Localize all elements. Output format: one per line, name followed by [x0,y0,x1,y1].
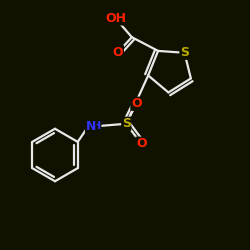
Text: O: O [136,137,146,150]
Text: O: O [131,97,141,110]
Text: S: S [122,117,131,130]
Text: O: O [113,46,124,59]
Text: N: N [86,120,96,133]
Text: OH: OH [105,12,126,25]
Text: S: S [180,46,189,59]
Text: H: H [92,121,101,131]
